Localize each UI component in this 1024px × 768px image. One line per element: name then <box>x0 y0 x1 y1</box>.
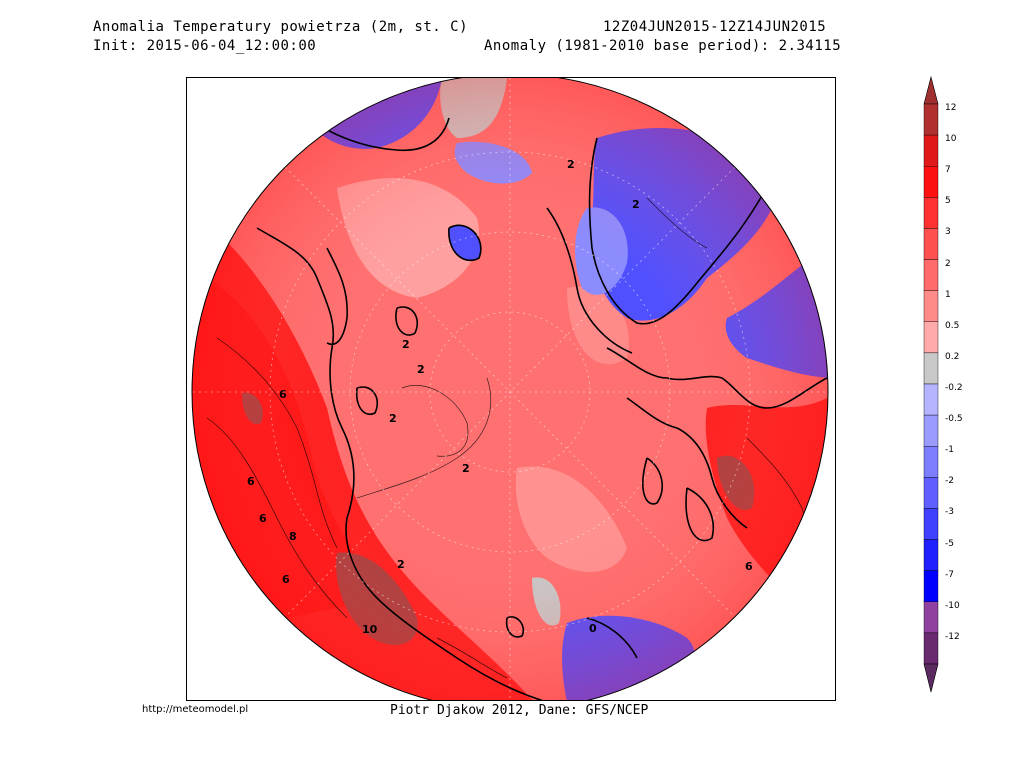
color-scale-band <box>923 103 939 136</box>
credit-text: Piotr Djakow 2012, Dane: GFS/NCEP <box>390 703 649 718</box>
polar-map-frame: 2 2 2 2 2 2 6 6 6 6 6 8 10 0 2 <box>186 77 836 701</box>
color-scale-band <box>923 383 939 416</box>
color-scale-label: 2 <box>945 258 951 269</box>
color-scale-band <box>923 290 939 322</box>
contour-label: 2 <box>397 558 405 571</box>
color-scale-band <box>923 477 939 509</box>
color-scale-label: 10 <box>945 134 957 145</box>
color-scale-band <box>923 539 939 571</box>
contour-label-group: 2 2 2 2 2 2 6 6 6 6 6 8 10 0 2 <box>247 158 753 636</box>
color-scale-band <box>923 197 939 229</box>
color-scale-label: 1 <box>945 289 951 300</box>
color-scale-band <box>923 632 939 665</box>
color-scale-band <box>923 228 939 260</box>
color-scale-bottom-cap <box>923 663 939 693</box>
contour-label: 6 <box>247 475 255 488</box>
color-scale-label: -1 <box>945 445 954 456</box>
color-scale-label: 0.5 <box>945 320 960 331</box>
color-scale-bands <box>923 75 939 693</box>
contour-label: 10 <box>362 623 378 636</box>
color-scale-label: -7 <box>945 569 954 580</box>
color-scale-label: -2 <box>945 476 954 487</box>
color-scale-label: 0.2 <box>945 351 960 362</box>
contour-label: 2 <box>567 158 575 171</box>
color-scale-label: -10 <box>945 600 960 611</box>
map-disc-outline <box>191 78 829 700</box>
color-scale-label: 7 <box>945 165 951 176</box>
color-scale-band <box>923 570 939 602</box>
anomaly-value: Anomaly (1981-2010 base period): 2.34115 <box>484 38 842 54</box>
color-scale-label: -0.2 <box>945 383 963 393</box>
map-title: Anomalia Temperatury powietrza (2m, st. … <box>93 19 469 35</box>
color-scale-band <box>923 508 939 540</box>
color-scale-label: -5 <box>945 538 954 549</box>
coastlines <box>256 117 828 700</box>
contour-label: 6 <box>282 573 290 586</box>
color-scale-label: -0.5 <box>945 414 963 425</box>
polar-map: 2 2 2 2 2 2 6 6 6 6 6 8 10 0 2 <box>191 78 829 700</box>
color-scale-band <box>923 134 939 167</box>
contour-label: 6 <box>259 512 267 525</box>
color-scale-band <box>923 414 939 447</box>
contour-lines <box>206 197 808 679</box>
forecast-period: 12Z04JUN2015-12Z14JUN2015 <box>603 19 827 35</box>
contour-label: 8 <box>289 530 297 543</box>
color-scale-label: 3 <box>945 227 951 238</box>
graticule <box>192 78 828 700</box>
color-scale-label: -3 <box>945 507 954 518</box>
contour-label: 2 <box>462 462 470 475</box>
color-scale-label: 12 <box>945 103 957 113</box>
color-scale-bar <box>923 75 939 693</box>
contour-label: 2 <box>632 198 640 211</box>
source-url: http://meteomodel.pl <box>142 704 249 715</box>
contour-label: 0 <box>589 622 597 635</box>
contour-label: 2 <box>402 338 410 351</box>
color-scale-band <box>923 321 939 354</box>
contour-label: 6 <box>279 388 287 401</box>
color-scale-band <box>923 259 939 291</box>
color-scale-band <box>923 601 939 634</box>
color-scale-band <box>923 166 939 198</box>
color-scale-top-cap <box>923 75 939 105</box>
color-scale-label: -12 <box>945 631 960 642</box>
contour-label: 2 <box>417 363 425 376</box>
color-scale-label: 5 <box>945 196 951 207</box>
init-time: Init: 2015-06-04_12:00:00 <box>93 38 317 54</box>
color-scale-band <box>923 446 939 478</box>
contour-label: 6 <box>745 560 753 573</box>
contour-label: 2 <box>389 412 397 425</box>
color-scale-band <box>923 352 939 385</box>
